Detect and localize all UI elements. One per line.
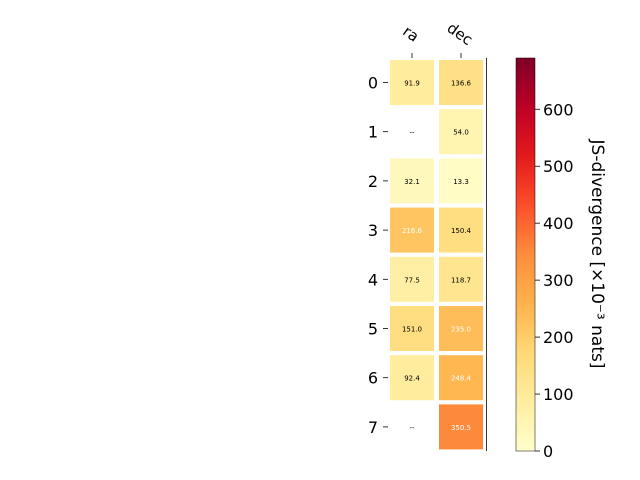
heatmap-cell: [390, 256, 434, 302]
heatmap-cell: [439, 355, 483, 401]
colorbar-tick-label: 300: [543, 271, 574, 290]
heatmap-cell: [439, 109, 483, 155]
cell-value-label: 350.5: [451, 424, 471, 432]
colorbar-tick-label: 500: [543, 157, 574, 176]
heatmap-cell: [439, 158, 483, 204]
column-label: dec: [444, 19, 476, 49]
cell-value-label: 77.5: [404, 276, 420, 284]
cell-value-label: 151.0: [402, 326, 422, 334]
heatmap-cell: [439, 256, 483, 302]
heatmap-cell: [390, 60, 434, 105]
heatmap-cell: [439, 207, 483, 253]
row-label: 3: [368, 221, 378, 240]
row-labels: 0 1 2 3 4 5 6 7: [368, 74, 388, 437]
row-label: 2: [368, 172, 378, 191]
cell-value-label: 32.1: [404, 178, 420, 186]
heatmap-cell: [390, 207, 434, 253]
colorbar-tick-label: 0: [543, 442, 553, 461]
heatmap-cell: [439, 306, 483, 351]
colorbar-label: JS-divergence [×10⁻³ nats]: [587, 139, 607, 369]
heatmap-cells: 91.9 136.6 -- 54.0 32.1 13.3 216.6 150.4 77.5 118…: [390, 58, 487, 451]
column-label: ra: [399, 22, 422, 46]
colorbar-tick-label: 400: [543, 214, 574, 233]
heatmap-cell: [390, 306, 434, 351]
row-label: 5: [368, 320, 378, 339]
cell-value-label: 13.3: [453, 178, 469, 186]
cell-value-label: --: [409, 424, 415, 432]
heatmap-cell: [439, 404, 483, 450]
cell-value-label: --: [409, 129, 415, 137]
heatmap-cell: [390, 158, 434, 204]
heatmap-cell: [439, 60, 483, 105]
colorbar: 0 100 200 300 400 500 600: [515, 57, 574, 461]
cell-value-label: 54.0: [453, 129, 469, 137]
cell-value-label: 92.4: [404, 375, 420, 383]
column-labels: ra dec: [399, 19, 476, 58]
colorbar-tick-label: 100: [543, 385, 574, 404]
cell-value-label: 248.4: [451, 375, 472, 383]
cell-value-label: 150.4: [451, 227, 472, 235]
row-label: 4: [368, 270, 378, 289]
row-label: 0: [368, 74, 378, 93]
cell-value-label: 235.0: [451, 326, 471, 334]
cell-value-label: 216.6: [402, 227, 423, 235]
cell-value-label: 118.7: [451, 276, 471, 284]
cell-value-label: 136.6: [451, 80, 472, 88]
row-label: 7: [368, 418, 378, 437]
colorbar-tick-label: 200: [543, 328, 574, 347]
colorbar-gradient: [515, 57, 536, 452]
cell-value-label: 91.9: [404, 80, 420, 88]
heatmap-cell: [390, 355, 434, 401]
colorbar-tick-label: 600: [543, 100, 574, 119]
row-label: 6: [368, 369, 378, 388]
row-label: 1: [368, 123, 378, 142]
